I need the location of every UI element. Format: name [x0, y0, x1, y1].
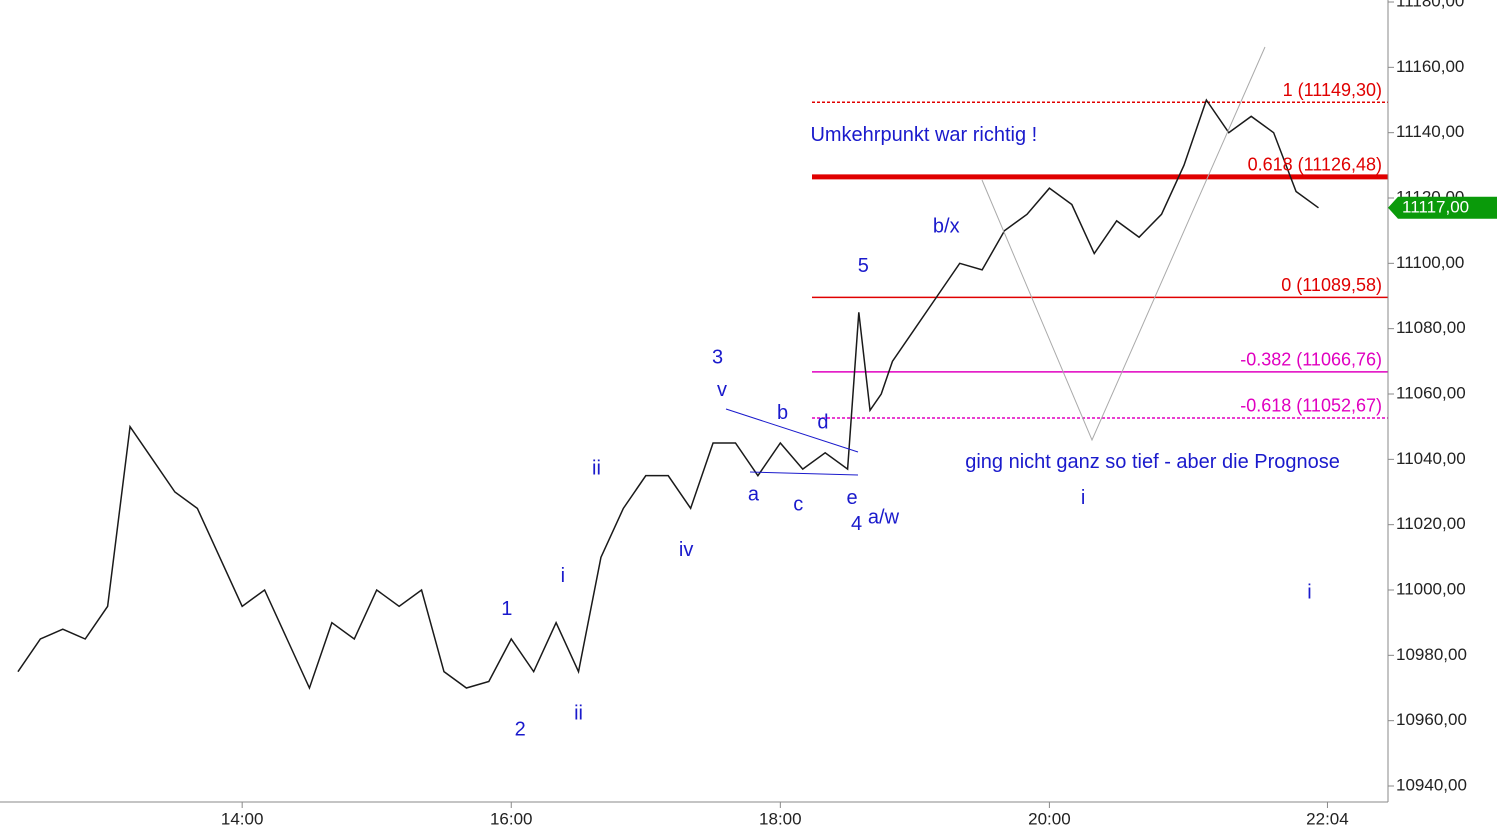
annotation: 4: [851, 513, 862, 535]
annotation: b: [777, 402, 788, 424]
y-tick-label: 11040,00: [1396, 449, 1466, 468]
y-tick-label: 11140,00: [1396, 122, 1464, 141]
x-tick-label: 22:04: [1306, 809, 1349, 828]
annotation: c: [793, 493, 803, 515]
fib-label: 1 (11149,30): [1283, 80, 1382, 100]
x-tick-label: 18:00: [759, 809, 802, 828]
fib-label: 0.618 (11126,48): [1248, 155, 1382, 175]
annotation: 1: [501, 598, 512, 620]
y-tick-label: 11080,00: [1396, 318, 1466, 337]
annotation: e: [847, 487, 858, 509]
y-tick-label: 10980,00: [1396, 645, 1467, 664]
triangle-line: [725, 408, 859, 453]
annotation: b/x: [933, 216, 960, 238]
y-tick-label: 11160,00: [1396, 57, 1464, 76]
annotation: a: [748, 484, 760, 506]
annotation: ii: [574, 702, 583, 724]
annotation: v: [717, 379, 727, 401]
annotation: Umkehrpunkt war richtig !: [810, 124, 1037, 146]
plot-area: [17, 98, 1388, 691]
y-tick-label: 11100,00: [1396, 253, 1464, 272]
annotation: ii: [592, 457, 601, 479]
x-tick-label: 14:00: [221, 809, 264, 828]
triangle-line: [749, 471, 859, 476]
fib-label: 0 (11089,58): [1281, 275, 1382, 295]
annotation: 5: [858, 255, 869, 277]
y-tick-label: 11060,00: [1396, 383, 1466, 402]
annotation: i: [561, 565, 565, 587]
last-price-label: 11117,00: [1402, 197, 1469, 216]
x-tick-label: 20:00: [1028, 809, 1071, 828]
last-price-box: [1388, 196, 1497, 219]
fib-label: -0.618 (11052,67): [1240, 396, 1382, 416]
y-tick-label: 10960,00: [1396, 710, 1467, 729]
annotation: d: [817, 412, 828, 434]
y-tick-label: 11180,00: [1396, 0, 1464, 10]
price-line: [17, 98, 1319, 691]
annotation: ging nicht ganz so tief - aber die Progn…: [965, 451, 1340, 473]
x-tick-label: 16:00: [490, 809, 533, 828]
annotation: iv: [679, 539, 693, 561]
projection-line: [981, 46, 1266, 442]
y-tick-label: 10940,00: [1396, 775, 1467, 794]
annotation: i: [1307, 582, 1311, 604]
annotation: a/w: [868, 506, 900, 528]
y-tick-label: 11020,00: [1396, 514, 1466, 533]
annotation: 3: [712, 346, 723, 368]
annotation: 2: [515, 719, 526, 741]
annotation: i: [1081, 487, 1085, 509]
y-tick-label: 11000,00: [1396, 579, 1466, 598]
fib-label: -0.382 (11066,76): [1240, 350, 1382, 370]
